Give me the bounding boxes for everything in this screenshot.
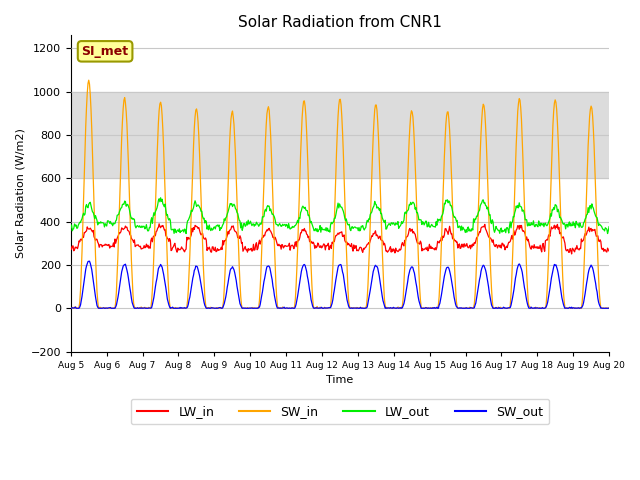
Line: SW_in: SW_in <box>71 80 609 308</box>
LW_in <box>422 245 429 251</box>
Text: SI_met: SI_met <box>81 45 129 58</box>
SW_out <box>216 305 223 311</box>
LW_out <box>216 228 223 233</box>
SW_out <box>422 305 429 311</box>
LW_out <box>422 218 429 224</box>
Line: LW_out: LW_out <box>71 198 609 234</box>
SW_out <box>67 305 75 311</box>
LW_in <box>67 244 75 250</box>
SW_out <box>188 284 195 290</box>
LW_out <box>604 231 611 237</box>
LW_in <box>132 243 140 249</box>
Line: LW_in: LW_in <box>71 224 609 254</box>
SW_in <box>422 305 429 311</box>
SW_in <box>216 305 223 311</box>
SW_in <box>67 305 75 311</box>
X-axis label: Time: Time <box>326 375 353 385</box>
SW_in <box>188 206 195 212</box>
SW_in <box>85 77 93 83</box>
LW_in <box>216 247 223 253</box>
SW_in <box>77 288 84 293</box>
LW_in <box>568 251 575 257</box>
SW_in <box>406 123 413 129</box>
LW_out <box>406 202 413 208</box>
SW_in <box>605 305 613 311</box>
Title: Solar Radiation from CNR1: Solar Radiation from CNR1 <box>238 15 442 30</box>
SW_out <box>605 305 613 311</box>
SW_out <box>77 302 84 308</box>
SW_in <box>133 305 141 311</box>
LW_in <box>605 248 613 254</box>
Line: SW_out: SW_out <box>71 261 609 308</box>
LW_in <box>156 221 163 227</box>
LW_out <box>188 207 195 213</box>
Y-axis label: Solar Radiation (W/m2): Solar Radiation (W/m2) <box>15 129 25 258</box>
LW_in <box>188 232 195 238</box>
LW_out <box>77 220 84 226</box>
Legend: LW_in, SW_in, LW_out, SW_out: LW_in, SW_in, LW_out, SW_out <box>131 399 549 424</box>
Bar <box>71 92 609 178</box>
LW_out <box>67 224 75 230</box>
SW_out <box>406 267 413 273</box>
LW_out <box>132 225 140 231</box>
LW_in <box>406 226 413 231</box>
SW_out <box>133 305 141 311</box>
LW_out <box>605 224 613 229</box>
SW_out <box>86 258 93 264</box>
LW_out <box>157 195 164 201</box>
LW_in <box>77 236 84 242</box>
